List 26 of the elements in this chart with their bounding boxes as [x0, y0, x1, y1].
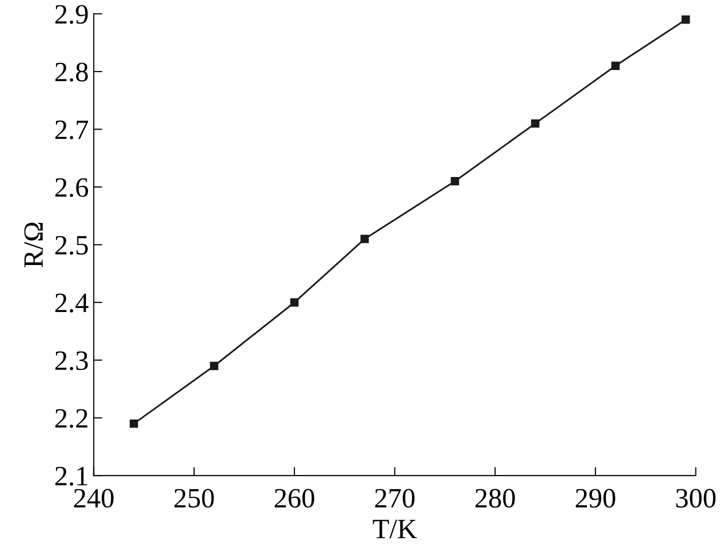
- point: [290, 298, 299, 307]
- x-tick-label: 240: [74, 488, 114, 508]
- point: [611, 62, 620, 70]
- point: [682, 15, 690, 24]
- y-axis-title: R/Ω: [24, 222, 43, 268]
- y-tick-label: 2.1: [55, 466, 88, 486]
- y-tick-label: 2.5: [55, 236, 88, 255]
- x-tick-label: 290: [576, 488, 616, 508]
- y-tick-label: 2.6: [55, 178, 88, 198]
- point: [360, 234, 369, 244]
- x-tick-label: 300: [676, 488, 716, 508]
- x-tick-label: 280: [475, 488, 515, 508]
- y-tick-label: 2.9: [55, 5, 88, 24]
- y-tick-label: 2.7: [55, 120, 88, 140]
- x-tick-label: 250: [174, 488, 214, 508]
- x-axis-title: T/K: [372, 520, 417, 538]
- x-tick-label: 270: [375, 488, 415, 508]
- x-tick-label: 260: [274, 488, 314, 508]
- point: [531, 119, 540, 128]
- point: [210, 362, 218, 370]
- y-tick-label: 2.8: [55, 62, 88, 82]
- y-tick-label: 2.4: [55, 294, 88, 312]
- point: [130, 419, 138, 428]
- y-tick-label: 2.3: [55, 351, 88, 370]
- y-tick-label: 2.2: [55, 409, 88, 428]
- point: [450, 177, 460, 186]
